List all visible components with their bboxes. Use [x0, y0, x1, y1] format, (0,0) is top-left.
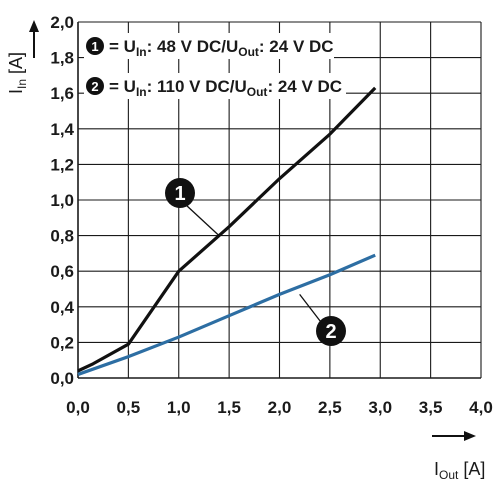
- y-tick-label: 1,2: [50, 155, 74, 174]
- x-tick-label: 2,0: [268, 398, 292, 417]
- legend-entry-2: = UIn: 110 V DC/UOut: 24 V DC: [109, 77, 342, 99]
- x-axis-arrow-head: [464, 431, 476, 441]
- legend-marker-text-1: 1: [91, 39, 98, 54]
- y-axis-arrow-head: [29, 20, 39, 32]
- x-tick-label: 0,5: [117, 398, 141, 417]
- y-tick-label: 0,6: [50, 262, 74, 281]
- legend-marker-text-2: 2: [91, 79, 98, 94]
- y-tick-label: 0,0: [50, 369, 74, 388]
- series-line-1: [77, 86, 377, 373]
- y-tick-label: 1,8: [50, 49, 74, 68]
- x-tick-label: 1,0: [167, 398, 191, 417]
- legend-entry-1: = UIn: 48 V DC/UOut: 24 V DC: [109, 37, 334, 59]
- y-tick-label: 2,0: [50, 13, 74, 32]
- legend-marker-1: [86, 37, 104, 55]
- legend-background: [84, 73, 346, 99]
- x-tick-labels: 0,0 0,5 1,0 1,5 2,0 2,5 3,0 3,5 4,0: [66, 398, 493, 417]
- y-tick-label: 0,2: [50, 333, 74, 352]
- y-tick-label: 1,4: [50, 120, 74, 139]
- x-tick-label: 3,0: [368, 398, 392, 417]
- callout-bubble-text-1: 1: [174, 183, 185, 205]
- y-tick-label: 0,4: [50, 298, 74, 317]
- x-tick-label: 1,5: [217, 398, 241, 417]
- callout-bubble-2: [316, 316, 346, 346]
- x-tick-label: 4,0: [469, 398, 493, 417]
- chart-series: 12: [77, 86, 377, 376]
- x-tick-label: 3,5: [419, 398, 443, 417]
- y-tick-label: 1,6: [50, 84, 74, 103]
- y-tick-label: 0,8: [50, 227, 74, 246]
- axis-labels: IIn [A] IOut [A]: [6, 20, 485, 482]
- y-axis-label: IIn [A]: [6, 52, 29, 94]
- series-line-2: [77, 253, 376, 376]
- y-tick-label: 1,0: [50, 191, 74, 210]
- y-tick-labels: 0,0 0,2 0,4 0,6 0,8 1,0 1,2 1,4 1,6 1,8 2,0: [50, 13, 74, 388]
- callout-bubble-1: [165, 178, 195, 208]
- x-axis-label: IOut [A]: [434, 459, 485, 482]
- x-tick-label: 0,0: [66, 398, 90, 417]
- callout-leader-1: [185, 204, 220, 237]
- legend: 1 = UIn: 48 V DC/UOut: 24 V DC 2 = UIn: 110…: [84, 33, 346, 99]
- x-tick-label: 2,5: [318, 398, 342, 417]
- callout-bubble-text-2: 2: [325, 321, 336, 343]
- legend-marker-2: [86, 77, 104, 95]
- legend-background: [84, 33, 334, 59]
